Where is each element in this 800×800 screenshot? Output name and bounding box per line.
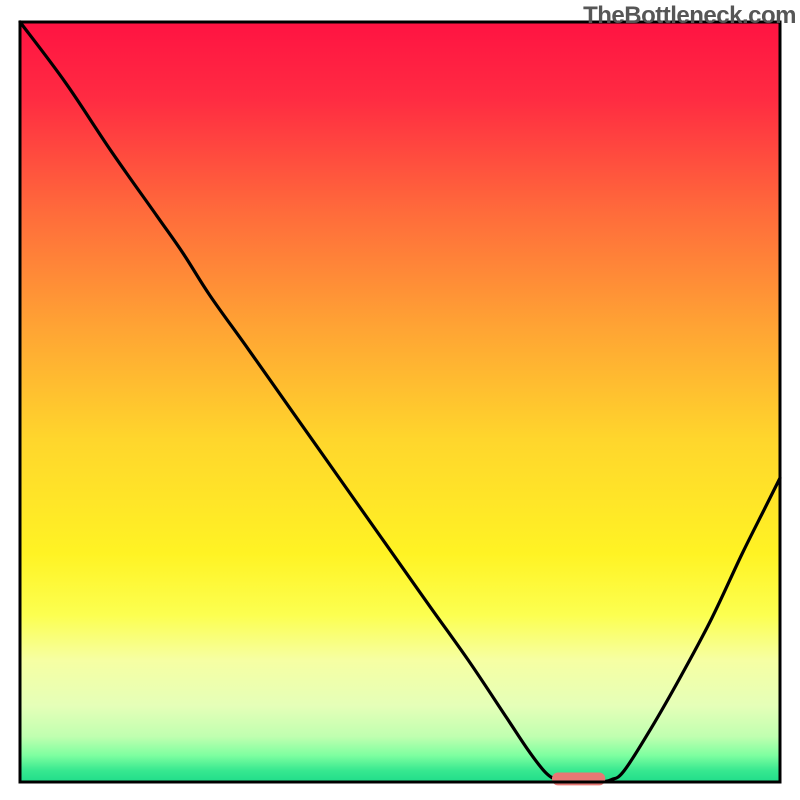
watermark: TheBottleneck.com [583,2,796,30]
gradient-background [20,22,780,782]
bottleneck-chart [0,0,800,800]
chart-container: TheBottleneck.com [0,0,800,800]
